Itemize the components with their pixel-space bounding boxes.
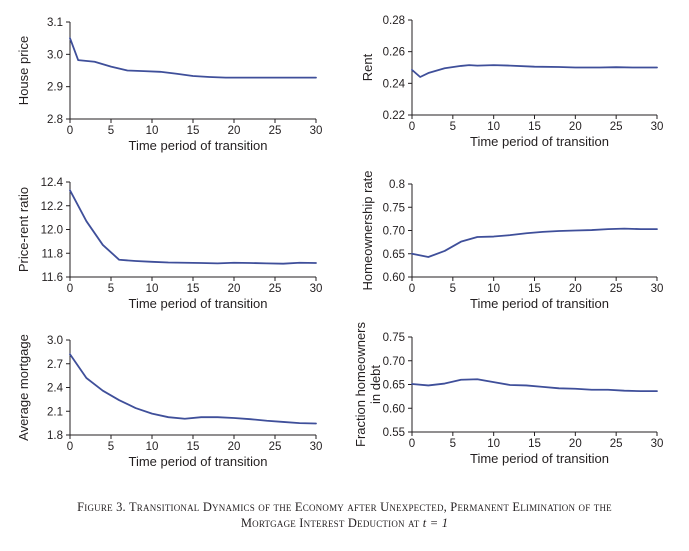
panel-2-x-tick-label: 0 <box>409 121 415 133</box>
panel-1-x-tick-label: 25 <box>269 125 282 137</box>
panel-1-x-axis-label: Time period of transition <box>129 138 268 153</box>
panel-2-y-axis-label: Rent <box>360 53 375 81</box>
panel-4-y-tick-label: 0.75 <box>383 202 405 214</box>
panel-4-y-axis-label: Homeownership rate <box>360 171 375 291</box>
panel-5-y-tick-label: 2.1 <box>47 406 63 418</box>
panel-3-x-tick-label: 30 <box>310 283 323 295</box>
panel-5-series-line <box>69 353 317 425</box>
panel-6-x-tick-label: 5 <box>450 438 456 450</box>
panel-4-y-tick-label: 0.60 <box>383 272 405 284</box>
panel-5-x-tick-label: 10 <box>146 441 159 453</box>
panel-6-x-tick-label: 30 <box>651 438 664 450</box>
panel-1-x-tick-label: 0 <box>67 125 73 137</box>
panel-6-x-tick-label: 25 <box>610 438 623 450</box>
panel-6-x-tick-label: 0 <box>409 438 415 450</box>
panel-2-x-tick-label: 30 <box>651 121 664 133</box>
panel-4-y-tick-label: 0.65 <box>383 249 405 261</box>
panel-1-series-line <box>69 37 317 79</box>
panel-6-series-line <box>411 378 658 393</box>
panel-5-x-tick-label: 5 <box>108 441 114 453</box>
panel-1-x-tick-label: 15 <box>187 125 200 137</box>
panel-3-y-tick-label: 12.2 <box>41 201 63 213</box>
panel-2-y-tick-label: 0.24 <box>383 78 406 90</box>
panel-4-x-axis-label: Time period of transition <box>470 296 609 311</box>
panel-5-x-tick-label: 30 <box>310 441 323 453</box>
panel-4-y-tick-label: 0.70 <box>383 226 405 238</box>
panel-2-x-axis-label: Time period of transition <box>470 134 609 149</box>
panel-1-x-tick-label: 30 <box>310 125 323 137</box>
panel-4-x-tick-label: 0 <box>409 283 415 295</box>
panel-5-x-tick-label: 0 <box>67 441 73 453</box>
panel-2-y-tick-label: 0.26 <box>383 47 405 59</box>
panel-4-y-tick-label: 0.8 <box>389 179 405 191</box>
panel-2-x-tick-label: 10 <box>487 121 500 133</box>
panel-6-x-tick-label: 20 <box>569 438 582 450</box>
panel-5-y-tick-label: 1.8 <box>47 430 63 442</box>
panel-5-x-tick-label: 15 <box>187 441 200 453</box>
panel-6-y-axis-label: Fraction homeowners <box>353 322 368 447</box>
panel-3-y-axis-label: Price-rent ratio <box>16 187 31 272</box>
panel-4-x-tick-label: 20 <box>569 283 582 295</box>
panel-6-y-tick-label: 0.55 <box>383 427 405 439</box>
panel-4: 0 5 10 15 20 25 30 0.60 0.65 0.70 0.75 0.8 Time peri… <box>360 171 663 311</box>
panel-6: 0 5 10 15 20 25 30 0.55 0.60 0.65 0.70 0.75 Time per… <box>353 322 663 466</box>
panel-1: 0 5 10 15 20 25 30 2.8 2.9 3.0 3.1 Time period of t… <box>16 17 322 153</box>
panel-1-x-tick-label: 5 <box>108 125 114 137</box>
panel-3-x-tick-label: 25 <box>269 283 282 295</box>
panel-2-x-tick-label: 15 <box>528 121 541 133</box>
panel-1-x-tick-label: 10 <box>146 125 159 137</box>
panel-3-x-tick-label: 0 <box>67 283 73 295</box>
panel-6-y-tick-label: 0.70 <box>383 356 405 368</box>
panel-3-y-tick-label: 11.6 <box>41 272 63 284</box>
panel-4-x-tick-label: 15 <box>528 283 541 295</box>
panel-1-y-axis-label: House price <box>16 36 31 105</box>
panel-5-x-tick-label: 20 <box>228 441 241 453</box>
panel-5-y-tick-label: 2.4 <box>47 383 64 395</box>
figure-caption-line-2: Mortgage Interest Deduction at t = 1 <box>240 516 449 530</box>
panel-6-x-tick-label: 15 <box>528 438 541 450</box>
panel-3-y-tick-label: 12.4 <box>41 177 64 189</box>
panel-4-x-tick-label: 25 <box>610 283 623 295</box>
panel-5-y-tick-label: 2.7 <box>47 359 63 371</box>
panel-3-x-tick-label: 10 <box>146 283 159 295</box>
panel-5-y-tick-label: 3.0 <box>47 335 63 347</box>
panel-6-x-axis-label: Time period of transition <box>470 451 609 466</box>
panel-2-x-tick-label: 25 <box>610 121 623 133</box>
panel-1-x-tick-label: 20 <box>228 125 241 137</box>
panel-2-series-line <box>411 64 658 78</box>
panel-5: 0 5 10 15 20 25 30 1.8 2.1 2.4 2.7 3.0 Time period o… <box>16 334 322 469</box>
panel-1-y-tick-label: 3.1 <box>47 17 63 29</box>
panel-3-x-axis-label: Time period of transition <box>129 296 268 311</box>
panel-3: 0 5 10 15 20 25 30 11.6 11.8 12.0 12.2 12.4 Time per… <box>16 177 322 311</box>
panel-2-x-tick-label: 5 <box>450 121 456 133</box>
panel-4-x-tick-label: 30 <box>651 283 664 295</box>
panel-3-x-tick-label: 5 <box>108 283 114 295</box>
panel-3-y-tick-label: 12.0 <box>41 225 63 237</box>
panel-2: 0 5 10 15 20 25 30 0.22 0.24 0.26 0.28 Time period … <box>360 15 663 149</box>
panel-6-x-tick-label: 10 <box>487 438 500 450</box>
panel-2-x-tick-label: 20 <box>569 121 582 133</box>
panel-5-y-axis-label: Average mortgage <box>16 334 31 441</box>
panel-6-y-tick-label: 0.65 <box>383 380 405 392</box>
panel-6-y-tick-label: 0.60 <box>383 403 405 415</box>
panel-5-x-axis-label: Time period of transition <box>129 454 268 469</box>
panel-1-y-tick-label: 2.8 <box>47 114 63 126</box>
panel-4-x-tick-label: 5 <box>450 283 456 295</box>
panel-3-x-tick-label: 20 <box>228 283 241 295</box>
panel-1-y-tick-label: 2.9 <box>47 82 63 94</box>
panel-3-x-tick-label: 15 <box>187 283 200 295</box>
panel-2-y-tick-label: 0.28 <box>383 15 405 27</box>
panel-5-x-tick-label: 25 <box>269 441 282 453</box>
panel-6-y-axis-label: in debt <box>368 365 383 404</box>
panel-3-y-tick-label: 11.8 <box>41 248 63 260</box>
panel-4-x-tick-label: 10 <box>487 283 500 295</box>
panel-6-y-tick-label: 0.75 <box>383 332 405 344</box>
panel-3-series-line <box>69 189 317 265</box>
panel-1-y-tick-label: 3.0 <box>47 49 63 61</box>
panel-4-series-line <box>411 227 658 258</box>
panel-2-y-tick-label: 0.22 <box>383 110 405 122</box>
figure-caption-line-1: Figure 3. Transitional Dynamics of the E… <box>77 500 612 514</box>
